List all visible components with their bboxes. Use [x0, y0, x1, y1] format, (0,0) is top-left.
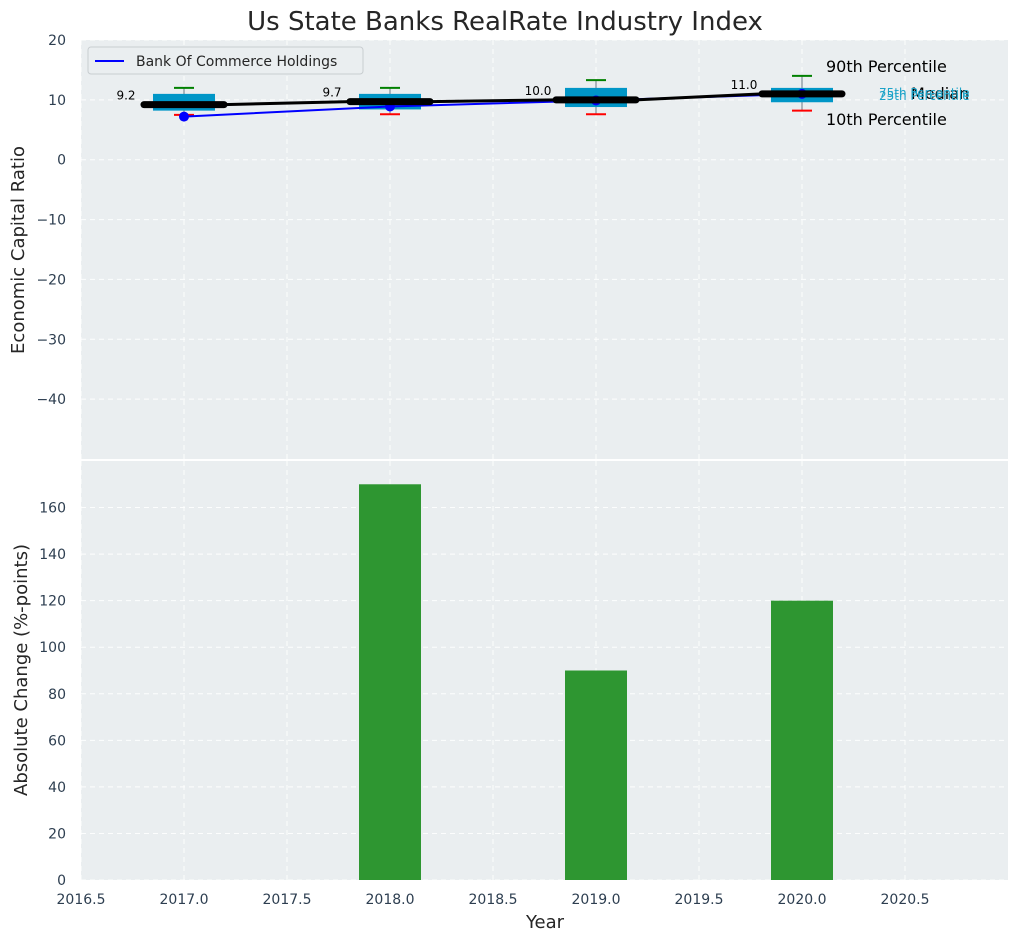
- bottom-y-tick-label: 20: [48, 826, 66, 842]
- bank-point: [179, 111, 189, 122]
- median-value-label: 9.7: [322, 86, 341, 100]
- change-bar: [771, 600, 833, 880]
- bottom-y-axis-title: Absolute Change (%-points): [11, 544, 32, 796]
- bottom-y-tick-label: 40: [48, 780, 66, 796]
- bottom-y-tick-label: 80: [48, 687, 66, 703]
- chart-title: Us State Banks RealRate Industry Index: [247, 7, 763, 37]
- top-y-axis-title: Economic Capital Ratio: [8, 146, 29, 354]
- top-panel-marks: 9.2 9.7 10.0 11.0: [116, 74, 846, 122]
- x-tick-label: 2017.0: [160, 892, 209, 908]
- top-y-tick-label: 20: [48, 33, 66, 49]
- legend: Bank Of Commerce Holdings: [87, 46, 364, 75]
- bottom-y-tick-label: 160: [39, 501, 66, 517]
- change-bar: [359, 484, 421, 880]
- bottom-panel-marks: [359, 484, 833, 880]
- p90-label: 90th Percentile: [826, 57, 947, 76]
- top-y-tick-label: −10: [36, 213, 66, 229]
- bottom-plot-area: [81, 461, 1008, 880]
- p10-label: 10th Percentile: [826, 110, 947, 129]
- median-label: Median: [911, 84, 969, 103]
- top-y-tick-label: −30: [36, 332, 66, 348]
- bottom-y-tick-label: 120: [39, 594, 66, 610]
- x-tick-label: 2018.0: [366, 892, 415, 908]
- top-y-tick-label: 10: [48, 93, 66, 109]
- median-value-label: 9.2: [116, 89, 135, 103]
- top-y-tick-label: −40: [36, 392, 66, 408]
- median-line: [144, 92, 842, 107]
- x-tick-label: 2018.5: [469, 892, 518, 908]
- bottom-y-tick-label: 0: [57, 873, 66, 889]
- change-bar: [565, 670, 627, 880]
- top-y-tick-label: 0: [57, 153, 66, 169]
- bottom-y-tick-label: 60: [48, 733, 66, 749]
- median-value-label: 11.0: [731, 78, 758, 92]
- bottom-y-tick-label: 140: [39, 547, 66, 563]
- x-tick-label: 2016.5: [57, 892, 106, 908]
- legend-box: [87, 46, 364, 75]
- x-axis-title: Year: [525, 912, 565, 933]
- x-tick-label: 2020.0: [778, 892, 827, 908]
- legend-label: Bank Of Commerce Holdings: [136, 54, 337, 70]
- p75-label: 75th Percentile: [879, 86, 970, 100]
- top-y-tick-label: −20: [36, 272, 66, 288]
- x-tick-label: 2019.5: [675, 892, 724, 908]
- median-value-label: 10.0: [525, 84, 552, 98]
- top-plot-area: [81, 40, 1008, 459]
- p25-label: 25th Percentile: [879, 89, 970, 103]
- bottom-y-tick-label: 100: [39, 640, 66, 656]
- x-tick-label: 2017.5: [263, 892, 312, 908]
- x-tick-label: 2019.0: [572, 892, 621, 908]
- x-tick-label: 2020.5: [881, 892, 930, 908]
- axis-labels: 2016.5 2017.0 2017.5 2018.0 2018.5 2019.0 2019…: [36, 33, 929, 908]
